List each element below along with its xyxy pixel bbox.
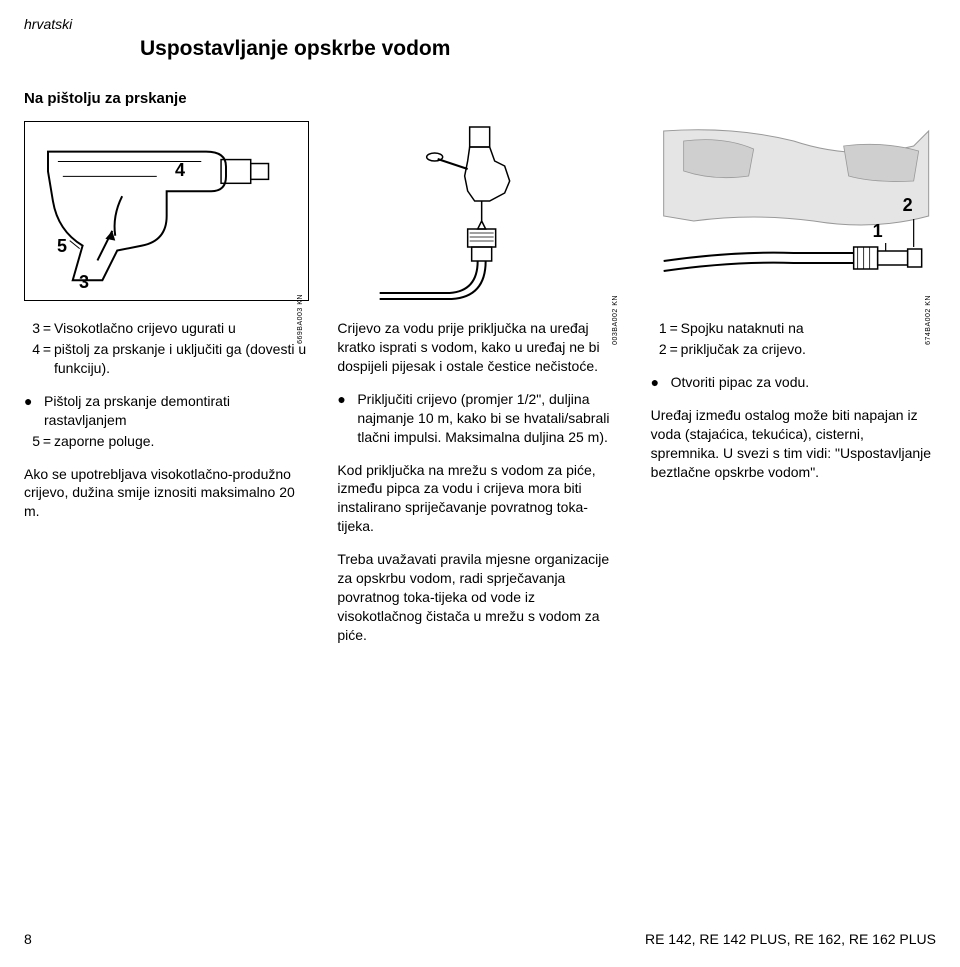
eq-row: 5 = zaporne poluge. [24, 432, 309, 451]
col2-para3: Treba uvažavati pravila mjesne organizac… [337, 550, 622, 644]
eq-sign: = [40, 432, 54, 451]
fig1-label-5: 5 [57, 234, 67, 258]
eq-num: 4 [24, 340, 40, 359]
bullet-text: Otvoriti pipac za vodu. [671, 373, 936, 392]
machine-connector-diagram [651, 121, 936, 301]
eq-text: Spojku nataknuti na [681, 319, 936, 338]
spray-gun-diagram [25, 122, 308, 300]
eq-row: 3 = Visokotlačno crijevo ugurati u [24, 319, 309, 338]
eq-text: priključak za crijevo. [681, 340, 936, 359]
eq-sign: = [667, 319, 681, 338]
eq-text: pištolj za prskanje i uključiti ga (dove… [54, 340, 309, 378]
eq-num: 2 [651, 340, 667, 359]
col1-eqlist-b: 5 = zaporne poluge. [24, 432, 309, 451]
figure-3: 1 2 674BA002 KN [651, 121, 936, 301]
eq-row: 4 = pištolj za prskanje i uključiti ga (… [24, 340, 309, 378]
col3-eqlist: 1 = Spojku nataknuti na 2 = priključak z… [651, 319, 936, 359]
fig3-code: 674BA002 KN [925, 295, 932, 345]
fig1-label-3: 3 [79, 270, 89, 294]
figure-2: 003BA002 KN [337, 121, 622, 301]
faucet-diagram [337, 121, 622, 301]
fig1-label-4: 4 [175, 158, 185, 182]
content-columns: 4 5 3 669BA003 KN 3 = Visokotlačno crije… [24, 121, 936, 658]
eq-row: 2 = priključak za crijevo. [651, 340, 936, 359]
col1-para1: Ako se upotrebljava visokotlačno-produžn… [24, 465, 309, 522]
page-title: Uspostavljanje opskrbe vodom [140, 36, 936, 62]
column-3: 1 2 674BA002 KN 1 = Spojku nataknuti na … [651, 121, 936, 658]
bullet-icon: ● [24, 392, 44, 410]
col1-eqlist-a: 3 = Visokotlačno crijevo ugurati u 4 = p… [24, 319, 309, 378]
bullet-text: Priključiti crijevo (promjer 1/2", dulji… [357, 390, 622, 447]
figure-1: 4 5 3 669BA003 KN [24, 121, 309, 301]
eq-sign: = [40, 319, 54, 338]
page-footer: 8 RE 142, RE 142 PLUS, RE 162, RE 162 PL… [24, 931, 936, 947]
fig3-label-1: 1 [873, 219, 883, 243]
section-subtitle: Na pištolju za prskanje [24, 90, 936, 107]
col2-para1: Crijevo za vodu prije priključka na uređ… [337, 319, 622, 376]
eq-text: zaporne poluge. [54, 432, 309, 451]
page-number: 8 [24, 931, 32, 947]
eq-num: 1 [651, 319, 667, 338]
eq-row: 1 = Spojku nataknuti na [651, 319, 936, 338]
bullet-icon: ● [337, 390, 357, 408]
eq-num: 5 [24, 432, 40, 451]
model-list: RE 142, RE 142 PLUS, RE 162, RE 162 PLUS [645, 931, 936, 947]
fig2-code: 003BA002 KN [612, 295, 619, 345]
fig3-label-2: 2 [903, 193, 913, 217]
eq-text: Visokotlačno crijevo ugurati u [54, 319, 309, 338]
bullet-row: ● Priključiti crijevo (promjer 1/2", dul… [337, 390, 622, 447]
bullet-icon: ● [651, 373, 671, 391]
col2-para2: Kod priključka na mrežu s vodom za piće,… [337, 461, 622, 537]
bullet-row: ● Otvoriti pipac za vodu. [651, 373, 936, 392]
fig1-code: 669BA003 KN [297, 294, 304, 344]
column-2: 003BA002 KN Crijevo za vodu prije priklj… [337, 121, 622, 658]
eq-sign: = [667, 340, 681, 359]
eq-num: 3 [24, 319, 40, 338]
col3-para1: Uređaj između ostalog može biti napajan … [651, 406, 936, 482]
language-label: hrvatski [24, 16, 936, 32]
eq-sign: = [40, 340, 54, 359]
bullet-row: ● Pištolj za prskanje demontirati rastav… [24, 392, 309, 430]
column-1: 4 5 3 669BA003 KN 3 = Visokotlačno crije… [24, 121, 309, 658]
bullet-text: Pištolj za prskanje demontirati rastavlj… [44, 392, 309, 430]
